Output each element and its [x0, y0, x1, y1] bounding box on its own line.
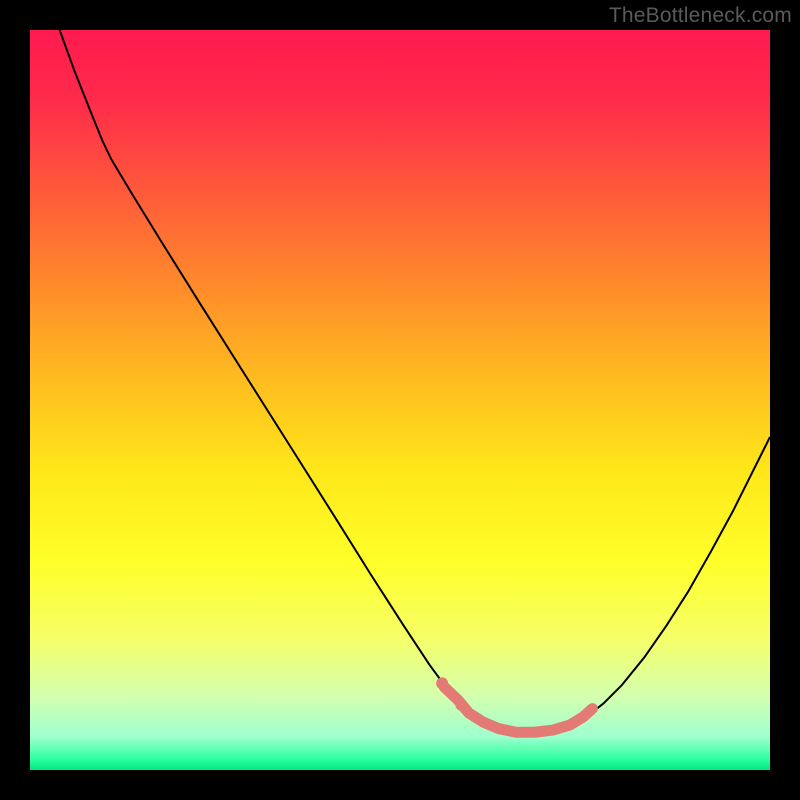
chart-frame: TheBottleneck.com — [0, 0, 800, 800]
bottleneck-curve-chart — [30, 30, 770, 770]
valley-marker-dot-1 — [455, 699, 467, 711]
watermark-text: TheBottleneck.com — [609, 4, 792, 28]
valley-marker-dot-0 — [436, 677, 448, 689]
gradient-background — [30, 30, 770, 770]
chart-svg — [30, 30, 770, 770]
